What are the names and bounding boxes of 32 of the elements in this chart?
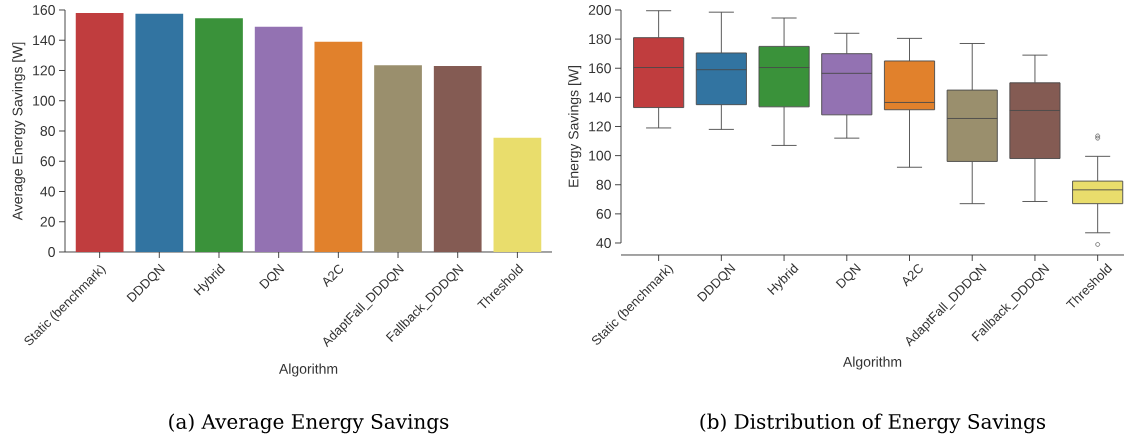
- y-axis-title: Energy Savings [W]: [568, 66, 582, 187]
- y-axis-title: Average Energy Savings [W]: [12, 42, 26, 221]
- x-axis-title: Algorithm: [842, 356, 902, 370]
- bar: [493, 137, 542, 252]
- y-tick-label: 40: [596, 238, 611, 248]
- bar: [75, 13, 124, 252]
- x-axis-title: Algorithm: [278, 363, 338, 377]
- y-tick-label: 60: [596, 208, 611, 219]
- text: (b) Distribution of Energy Savings: [700, 413, 1046, 434]
- y-tick-label: 160: [589, 63, 611, 74]
- y-tick-label: 0: [48, 247, 55, 257]
- y-tick-label: 160: [33, 5, 55, 15]
- y-tick-label: 100: [589, 150, 611, 161]
- bar: [314, 41, 363, 252]
- y-tick-label: 140: [589, 92, 611, 103]
- y-tick-label: 40: [40, 186, 55, 197]
- bar: [254, 26, 303, 252]
- y-tick-label: 20: [40, 216, 55, 227]
- y-tick-label: 140: [33, 35, 55, 46]
- bar: [433, 65, 482, 252]
- y-tick-label: 60: [40, 156, 55, 167]
- y-tick-label: 100: [33, 95, 55, 106]
- y-tick-label: 80: [40, 126, 55, 136]
- bar: [135, 13, 184, 252]
- y-tick-label: 180: [589, 34, 611, 45]
- bar: [195, 18, 243, 252]
- y-tick-label: 120: [33, 65, 55, 76]
- bar: [374, 65, 422, 252]
- y-tick-label: 80: [596, 179, 611, 190]
- y-tick-label: 200: [588, 5, 611, 15]
- y-tick-label: 120: [589, 121, 611, 132]
- text: (a) Average Energy Savings: [169, 413, 449, 434]
